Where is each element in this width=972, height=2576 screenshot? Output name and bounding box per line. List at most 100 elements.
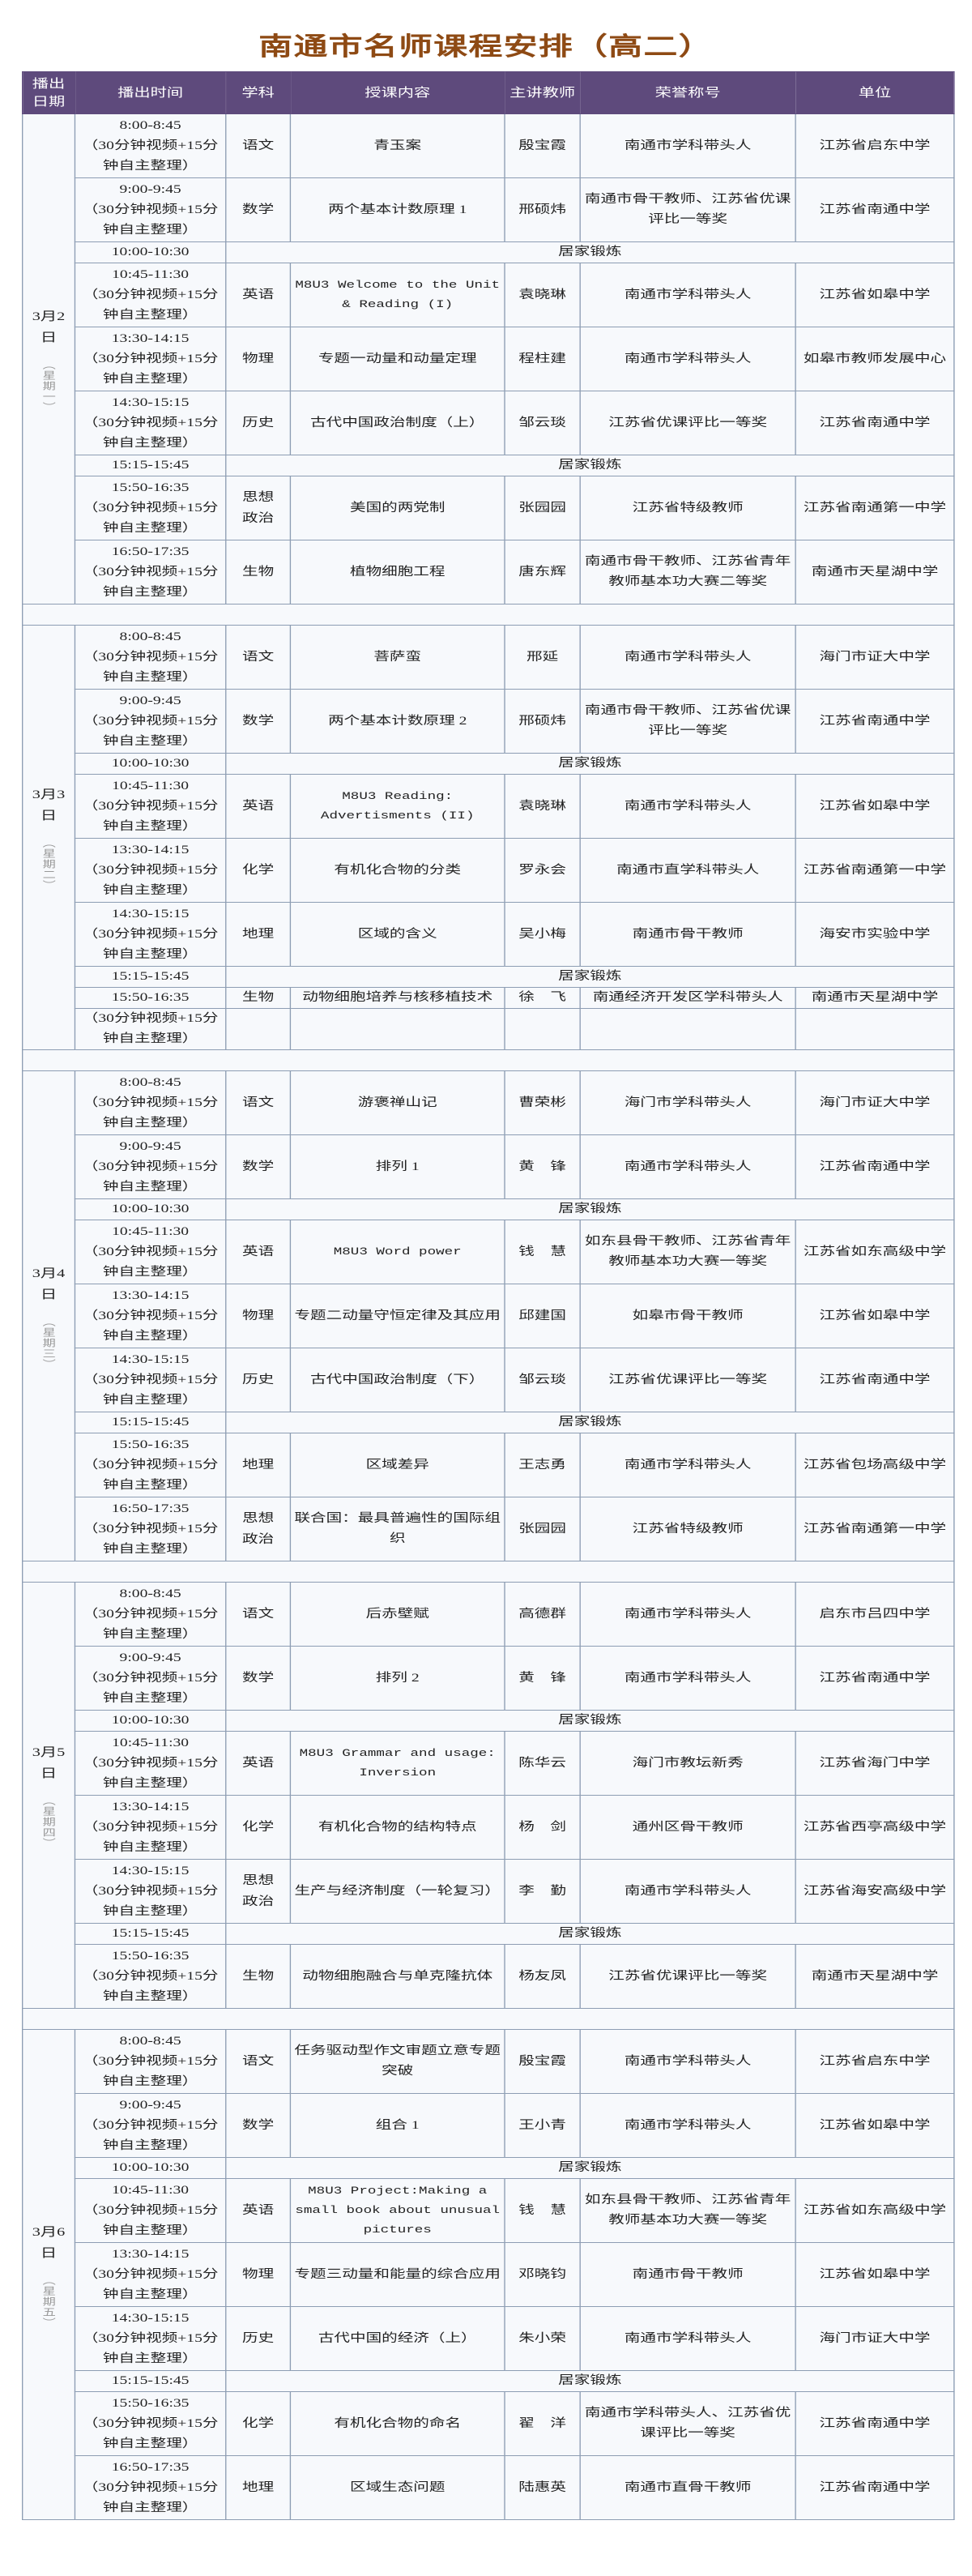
table-row: 10:45-11:30 （30分钟视频+15分钟自主整理） 英语 M8U3 Readi…	[23, 774, 955, 839]
time-cell: 14:30-15:15 （30分钟视频+15分钟自主整理）	[74, 2306, 227, 2371]
time-cell: 15:15-15:45	[74, 1412, 227, 1433]
date-label: 3月4日	[32, 1267, 66, 1301]
subject-cell: 化学	[225, 2391, 292, 2456]
unit-cell: 江苏省南通第一中学	[795, 1497, 955, 1561]
break-cell: 居家锻炼	[225, 1710, 955, 1732]
teacher-cell: 翟 洋	[504, 2391, 581, 2456]
time-range: 16:50-17:35	[111, 1502, 190, 1515]
subject-cell: 数学	[225, 1646, 292, 1711]
subject-cell: 历史	[225, 1348, 292, 1412]
time-cell: 15:50-16:35 （30分钟视频+15分钟自主整理）	[74, 1944, 227, 2009]
time-cell: 13:30-14:15 （30分钟视频+15分钟自主整理）	[74, 2242, 227, 2307]
teacher-cell: 陈华云	[504, 1731, 581, 1796]
time-cell: 10:00-10:30	[74, 1710, 227, 1732]
unit-cell: 江苏省如东高级中学	[795, 2178, 955, 2243]
subject-cell: 语文	[225, 2029, 292, 2094]
subject-cell: 英语	[225, 1220, 292, 1284]
time-cell: （30分钟视频+15分钟自主整理）	[74, 1008, 227, 1050]
honor-cell: 南通市学科带头人	[579, 1859, 796, 1924]
table-row: 15:50-16:35 （30分钟视频+15分钟自主整理） 化学 有机化合物的命名翟 …	[23, 2391, 955, 2456]
honor-cell: 南通市学科带头人	[579, 625, 796, 690]
time-cell: 16:50-17:35 （30分钟视频+15分钟自主整理）	[74, 1497, 227, 1561]
subject-cell: 历史	[225, 391, 292, 455]
date-label: 3月3日	[32, 788, 66, 822]
honor-cell: 南通经济开发区学科带头人	[579, 987, 796, 1009]
subject-cell: 地理	[225, 2455, 292, 2520]
teacher-cell: 袁晓琳	[504, 774, 581, 839]
honor-cell: 南通市学科带头人	[579, 2306, 796, 2371]
subject-cell: 物理	[225, 327, 292, 391]
time-range: 10:45-11:30	[112, 267, 190, 281]
table-row: 14:30-15:15 （30分钟视频+15分钟自主整理） 地理 区域的含义 吴小梅 南通…	[23, 902, 955, 967]
lesson-note: （30分钟视频+15分钟自主整理）	[82, 650, 219, 684]
table-row: 3月2日 （星期一） 8:00-8:45 （30分钟视频+15分钟自主整理） 语文 青玉案…	[22, 113, 955, 604]
separator-cell	[22, 604, 955, 626]
subject-cell: 地理	[225, 902, 292, 967]
time-cell: 9:00-9:45 （30分钟视频+15分钟自主整理）	[74, 1646, 227, 1711]
teacher-cell: 曹荣彬	[504, 1070, 581, 1135]
teacher-cell: 徐 飞	[504, 987, 581, 1009]
honor-cell: 南通市骨干教师	[579, 902, 796, 967]
lesson-note: （30分钟视频+15分钟自主整理）	[82, 799, 219, 833]
break-row: 10:00-10:30 居家锻炼	[23, 241, 955, 263]
date-label: 3月6日	[32, 2225, 66, 2260]
time-range: 14:30-15:15	[111, 395, 190, 409]
teacher-cell: 王志勇	[504, 1433, 581, 1497]
table-row: 15:50-16:35 （30分钟视频+15分钟自主整理） 生物 动物细胞融合与单克隆…	[23, 1944, 955, 2009]
time-cell: 15:50-16:35	[74, 987, 227, 1009]
teacher-cell: 邱建国	[504, 1284, 581, 1348]
unit-cell: 海门市证大中学	[795, 1070, 955, 1135]
teacher-cell: 钱 慧	[504, 1220, 581, 1284]
teacher-cell: 唐东辉	[504, 540, 581, 604]
weekday-label: （星期三）	[40, 1316, 57, 1369]
time-range: 10:45-11:30	[112, 1224, 190, 1238]
time-cell: 8:00-8:45 （30分钟视频+15分钟自主整理）	[74, 1582, 227, 1647]
lesson-note: （30分钟视频+15分钟自主整理）	[82, 2118, 219, 2152]
time-cell: 10:00-10:30	[74, 1198, 227, 1220]
honor-cell: 南通市学科带头人	[579, 1582, 796, 1647]
content-cell: 有机化合物的命名	[289, 2391, 505, 2456]
unit-cell: 江苏省包场高级中学	[795, 1433, 955, 1497]
unit-cell: 南通市天星湖中学	[795, 1944, 955, 2009]
content-cell: 青玉案	[289, 113, 505, 178]
lesson-note: （30分钟视频+15分钟自主整理）	[82, 1458, 219, 1492]
content-cell: 区域生态问题	[289, 2455, 505, 2520]
header-teacher: 主讲教师	[504, 71, 581, 114]
subject-cell: 英语	[225, 263, 292, 327]
empty-cell	[579, 1008, 796, 1050]
teacher-cell: 黄 锋	[504, 1646, 581, 1711]
day-separator-row	[22, 2008, 955, 2030]
time-range: 14:30-15:15	[111, 2311, 190, 2325]
content-cell: 排列 2	[289, 1646, 505, 1711]
break-row: 15:15-15:45 居家锻炼	[23, 455, 955, 476]
honor-cell: 海门市学科带头人	[579, 1070, 796, 1135]
weekday-label: （星期五）	[40, 2275, 57, 2328]
teacher-cell: 邹云琰	[504, 391, 581, 455]
unit-cell: 海安市实验中学	[795, 902, 955, 967]
unit-cell: 江苏省南通中学	[795, 177, 955, 242]
lesson-note: （30分钟视频+15分钟自主整理）	[82, 1373, 219, 1407]
time-range: 8:00-8:45	[119, 1075, 181, 1089]
time-cell: 15:15-15:45	[74, 966, 227, 988]
honor-cell: 南通市骨干教师、江苏省优课评比一等奖	[579, 689, 796, 754]
time-cell: 8:00-8:45 （30分钟视频+15分钟自主整理）	[74, 113, 227, 178]
content-cell: 有机化合物的结构特点	[289, 1795, 505, 1860]
unit-cell: 江苏省南通中学	[795, 1134, 955, 1199]
honor-cell: 如东县骨干教师、江苏省青年教师基本功大赛一等奖	[579, 2178, 796, 2243]
time-range: 14:30-15:15	[111, 907, 190, 921]
content-cell: 区域差异	[289, 1433, 505, 1497]
lesson-note: （30分钟视频+15分钟自主整理）	[82, 2416, 219, 2450]
time-cell: 10:00-10:30	[74, 241, 227, 263]
time-range: 15:50-16:35	[111, 1949, 190, 1963]
unit-cell: 江苏省南通第一中学	[795, 838, 955, 903]
honor-cell: 南通市学科带头人	[579, 113, 796, 178]
honor-cell: 南通市骨干教师	[579, 2242, 796, 2307]
header-time: 播出时间	[74, 71, 227, 114]
weekday-label: （星期二）	[40, 838, 57, 891]
time-cell: 10:45-11:30 （30分钟视频+15分钟自主整理）	[74, 263, 227, 327]
content-cell: 古代中国的经济（上）	[289, 2306, 505, 2371]
time-cell: 14:30-15:15 （30分钟视频+15分钟自主整理）	[74, 391, 227, 455]
subject-cell: 数学	[225, 689, 292, 754]
teacher-cell: 陆惠英	[504, 2455, 581, 2520]
break-row: 15:15-15:45 居家锻炼	[23, 1923, 955, 1945]
